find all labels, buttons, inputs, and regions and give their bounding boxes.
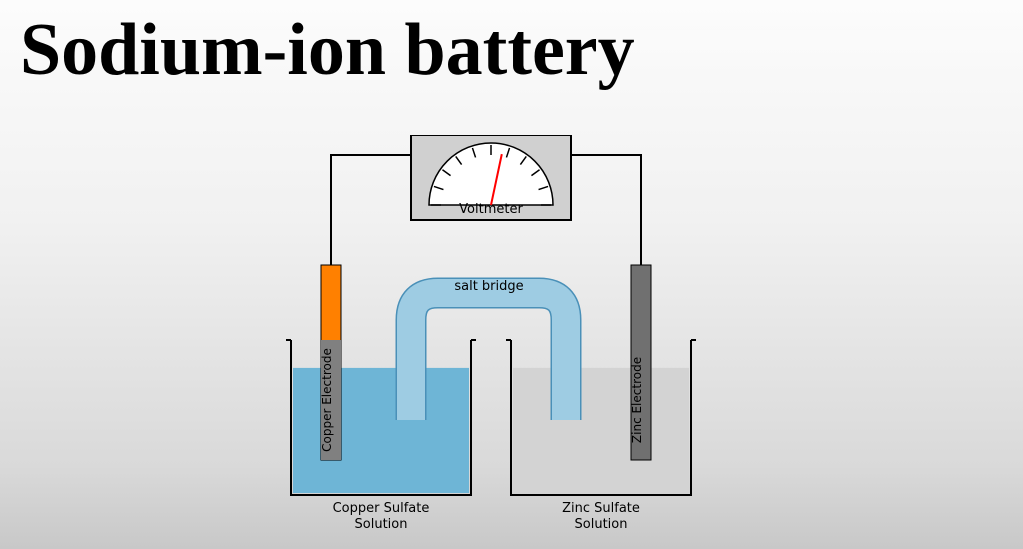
battery-diagram: Voltmeter salt bridge Copper Electrode Zinc… — [276, 135, 706, 540]
left-solution-label: Copper Sulfate — [333, 501, 430, 516]
left-solution-label-2: Solution — [355, 517, 408, 532]
right-beaker-solution — [513, 368, 689, 493]
voltmeter-label: Voltmeter — [459, 202, 523, 217]
page-title: Sodium-ion battery — [20, 8, 635, 93]
salt-bridge-label: salt bridge — [454, 279, 523, 294]
wire-left — [331, 155, 411, 265]
zinc-electrode-label: Zinc Electrode — [630, 357, 644, 443]
right-solution-label-2: Solution — [575, 517, 628, 532]
wire-right — [571, 155, 641, 265]
right-solution-label: Zinc Sulfate — [562, 501, 640, 516]
copper-electrode-label: Copper Electrode — [320, 348, 334, 452]
